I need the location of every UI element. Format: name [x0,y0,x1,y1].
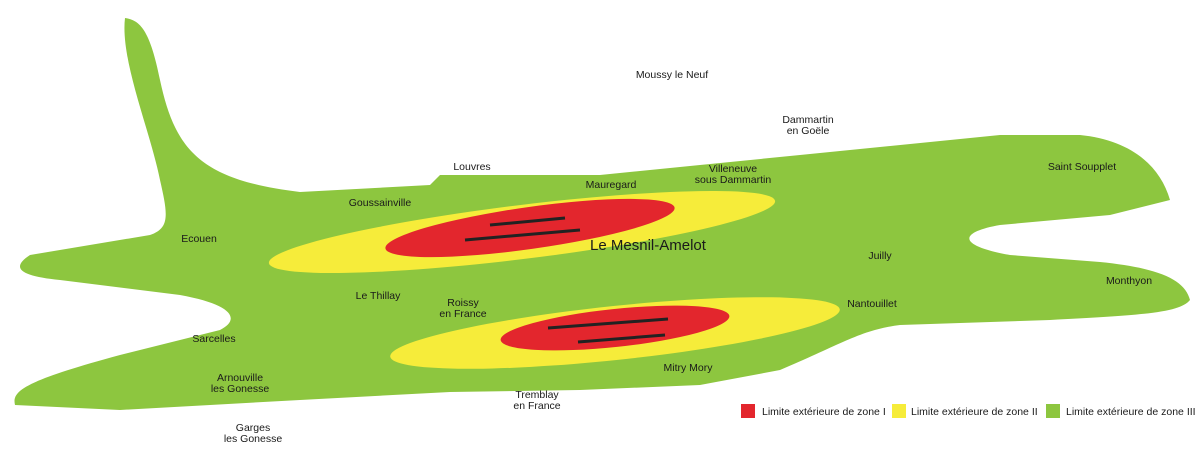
place-label: Roissy [447,297,479,309]
place-label: Le Thillay [356,290,401,302]
place-label: Juilly [868,250,892,262]
runway [577,333,666,344]
place-label: Mitry Mory [664,362,714,374]
zone-i-area [500,305,730,351]
legend-text: Limite extérieure de zone I [762,406,886,418]
place-label: Moussy le Neuf [636,69,708,81]
legend-text: Limite extérieure de zone II [911,406,1038,418]
place-label: sous Dammartin [695,174,772,186]
place-label: Arnouville [217,372,263,384]
legend-text: Limite extérieure de zone III [1066,406,1196,418]
runway [489,216,566,227]
place-label: Monthyon [1106,275,1152,287]
legend-swatch [892,404,906,418]
place-label: Villeneuve [709,163,757,175]
place-label: en Goële [787,125,830,137]
legend-swatch [1046,404,1060,418]
place-label: Mauregard [586,179,637,191]
runway [547,317,669,330]
place-label: Garges [236,422,270,434]
place-label: Sarcelles [192,333,235,345]
place-label: Le Mesnil-Amelot [590,237,707,254]
place-label: les Gonesse [211,383,270,395]
place-label: Tremblay [515,389,559,401]
runway [464,228,581,242]
place-label: Ecouen [181,233,217,245]
place-label: Goussainville [349,197,412,209]
zone-i-area [385,198,675,258]
place-label: Nantouillet [847,298,897,310]
runways [464,216,669,344]
place-label: Dammartin [782,114,834,126]
place-label: Louvres [453,161,490,173]
place-label: en France [439,308,486,320]
place-label: Saint Soupplet [1048,161,1116,173]
place-label: les Gonesse [224,433,283,445]
legend-swatch [741,404,755,418]
place-label: en France [513,400,560,412]
